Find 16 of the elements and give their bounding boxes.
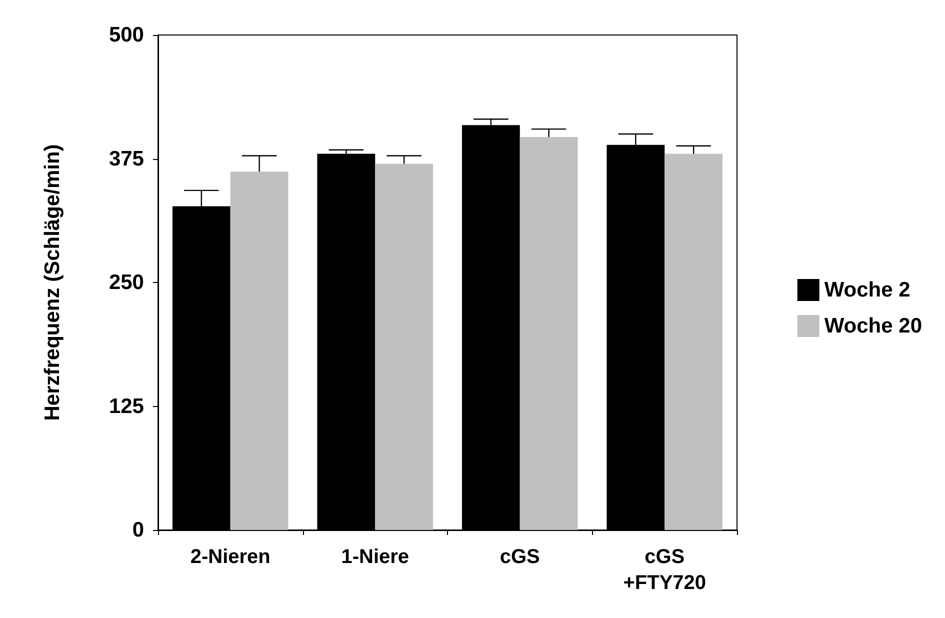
y-tick-label: 250 — [108, 271, 144, 294]
y-tick-label: 0 — [132, 518, 144, 542]
legend-label: Woche 2 — [824, 278, 910, 302]
x-tick-label: 2-Nieren — [190, 546, 270, 568]
y-axis-title: Herzfrequenz (Schläge/min) — [41, 144, 64, 421]
bar — [520, 136, 578, 530]
bar — [664, 154, 723, 530]
x-tick-label: cGS +FTY720 — [623, 546, 706, 594]
bar — [375, 164, 434, 530]
x-tick-label: 1-Niere — [341, 546, 410, 568]
legend-label: Woche 20 — [824, 314, 922, 338]
y-tick-label: 125 — [108, 394, 144, 418]
y-tick-label: 500 — [108, 24, 144, 46]
bar — [230, 172, 288, 530]
x-tick-label: cGS — [500, 546, 540, 568]
y-tick-label: 375 — [108, 147, 144, 170]
